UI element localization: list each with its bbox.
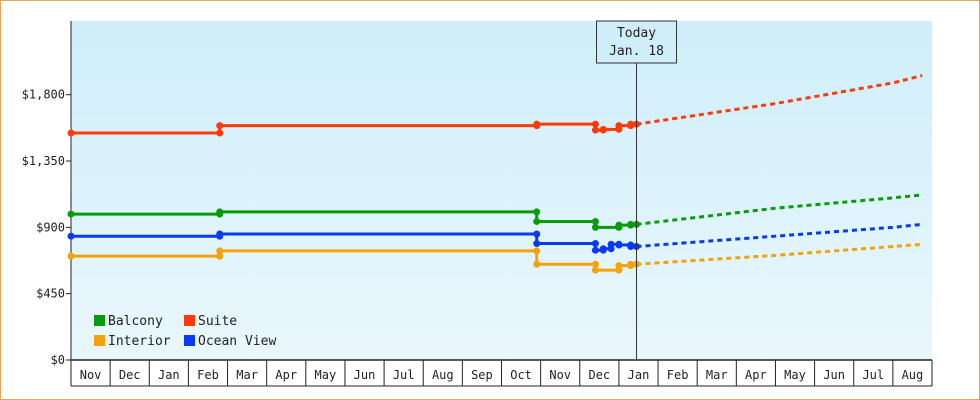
series-ocean-view	[67, 222, 923, 254]
legend-item-ocean-view: Ocean View	[184, 334, 276, 349]
x-month-label: Dec	[119, 368, 141, 382]
legend-label: Suite	[198, 314, 237, 329]
data-point	[591, 240, 599, 248]
x-month-label: Jun	[823, 368, 845, 382]
x-month-label: Feb	[667, 368, 689, 382]
data-point	[533, 217, 541, 225]
data-point	[216, 208, 224, 216]
data-point	[591, 126, 599, 134]
data-point	[533, 247, 541, 255]
y-tick-label: $0	[51, 353, 65, 367]
legend-swatch	[94, 335, 105, 346]
data-point	[216, 252, 224, 260]
today-marker: Today Jan. 18	[596, 20, 678, 360]
data-point	[533, 230, 541, 238]
legend: Balcony Suite Interior Ocean View	[94, 314, 276, 349]
data-point	[591, 217, 599, 225]
data-point	[216, 129, 224, 137]
data-point	[627, 260, 635, 268]
legend-swatch	[94, 315, 105, 326]
data-point	[607, 240, 615, 248]
x-month-label: Apr	[745, 368, 767, 382]
legend-item-balcony: Balcony	[94, 314, 163, 329]
y-axis: $0 $450 $900 $1,350 $1,800	[22, 21, 72, 367]
legend-label: Ocean View	[198, 334, 276, 349]
data-point	[591, 246, 599, 254]
data-point	[615, 262, 623, 270]
data-point	[599, 125, 607, 133]
x-month-label: Sep	[471, 368, 493, 382]
data-point	[533, 260, 541, 268]
legend-label: Interior	[108, 334, 171, 349]
data-point	[615, 221, 623, 229]
series-forecast-line	[636, 222, 923, 249]
legend-item-suite: Suite	[184, 314, 237, 329]
data-point	[591, 223, 599, 231]
series-balcony	[67, 193, 923, 231]
data-point	[216, 122, 224, 130]
data-point	[591, 260, 599, 268]
y-tick-label: $1,800	[22, 88, 65, 102]
data-point	[216, 247, 224, 255]
today-date-label: Jan. 18	[609, 44, 664, 59]
legend-swatch	[184, 315, 195, 326]
data-point	[216, 230, 224, 238]
x-month-label: May	[784, 368, 806, 382]
x-month-label: Oct	[510, 368, 532, 382]
series-interior	[67, 242, 923, 274]
data-point	[67, 210, 75, 218]
data-point	[615, 122, 623, 130]
x-month-label: Jul	[393, 368, 415, 382]
x-month-label: Jan	[628, 368, 650, 382]
legend-item-interior: Interior	[94, 334, 171, 349]
data-point	[627, 220, 635, 228]
today-label: Today	[617, 26, 656, 41]
today-callout-box	[596, 20, 678, 64]
series-layer	[67, 74, 923, 274]
data-point	[67, 252, 75, 260]
x-month-label: May	[315, 368, 337, 382]
series-forecast-line	[636, 242, 923, 266]
data-point	[533, 240, 541, 248]
data-point	[67, 129, 75, 137]
series-suite	[67, 74, 923, 137]
data-point	[627, 120, 635, 128]
data-point	[627, 243, 635, 251]
data-point	[533, 120, 541, 128]
x-month-label: Aug	[432, 368, 454, 382]
data-point	[591, 120, 599, 128]
y-tick-label: $900	[36, 220, 65, 234]
data-point	[591, 266, 599, 274]
x-month-label: Jan	[158, 368, 180, 382]
series-forecast-line	[636, 193, 923, 226]
data-point	[615, 241, 623, 249]
plot-background	[71, 21, 932, 360]
x-month-label: Nov	[80, 368, 102, 382]
y-tick-label: $1,350	[22, 154, 65, 168]
x-month-label: Jun	[354, 368, 376, 382]
legend-swatch	[184, 335, 195, 346]
data-point	[67, 232, 75, 240]
x-month-label: Mar	[706, 368, 728, 382]
data-point	[599, 245, 607, 253]
x-axis: Nov Dec Jan Feb Mar Apr May Jun Jul Aug Sep Oct Nov D…	[70, 359, 933, 387]
x-month-label: Nov	[549, 368, 571, 382]
x-month-label: Mar	[236, 368, 258, 382]
x-month-label: Apr	[275, 368, 297, 382]
legend-label: Balcony	[108, 314, 163, 329]
series-forecast-line	[636, 74, 923, 126]
y-tick-label: $450	[36, 287, 65, 301]
x-month-label: Jul	[862, 368, 884, 382]
data-point	[533, 208, 541, 216]
x-month-label: Aug	[902, 368, 924, 382]
x-month-label: Dec	[588, 368, 610, 382]
x-month-label: Feb	[197, 368, 219, 382]
